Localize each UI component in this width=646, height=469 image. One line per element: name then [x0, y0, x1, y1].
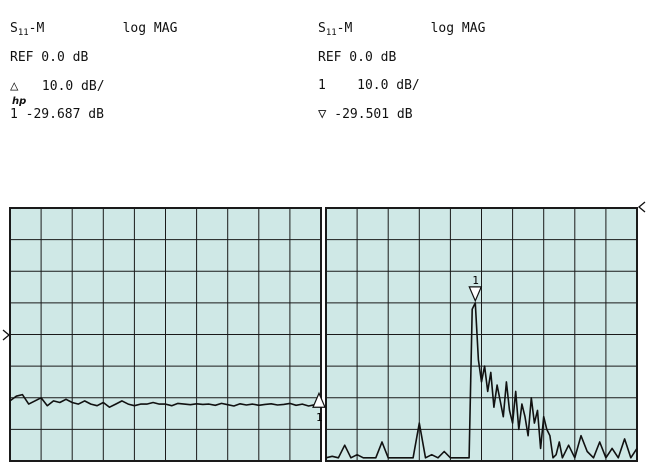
left-param-main: S	[10, 21, 18, 36]
right-param-suffix: -M	[336, 21, 353, 36]
left-marker-value: -29.687 dB	[25, 107, 104, 122]
right-scale: 10.0 dB/	[357, 78, 420, 93]
right-param-line: S11-M log MAG	[318, 21, 486, 39]
right-param-main: S	[318, 21, 326, 36]
left-param-sub: 11	[17, 28, 29, 38]
marker-1-left-label: 1	[316, 411, 323, 424]
right-param-sub: 11	[325, 28, 337, 38]
marker-1-left-icon	[312, 391, 326, 408]
trace-series-1	[9, 393, 322, 408]
marker-1-right-icon	[468, 286, 483, 303]
right-scale-line: 1 10.0 dB/	[318, 79, 485, 93]
ref-position-right-icon	[637, 201, 646, 213]
left-marker-line: 1 -29.687 dB	[10, 108, 177, 122]
marker-delta-icon: △	[10, 78, 19, 94]
ref-position-left-icon	[2, 329, 11, 341]
left-marker-num: 1	[10, 107, 18, 122]
right-format: log MAG	[430, 21, 486, 36]
left-param-suffix: -M	[28, 21, 45, 36]
right-marker-line: ▽ -29.501 dB	[318, 107, 485, 122]
right-marker-value: -29.501 dB	[334, 107, 413, 122]
marker-1-right-label: 1	[472, 274, 479, 287]
left-ref: REF 0.0 dB	[10, 50, 89, 65]
left-param-line: S11-M log MAG	[10, 21, 178, 39]
left-scale: 10.0 dB/	[41, 79, 105, 94]
left-format: log MAG	[122, 21, 178, 36]
right-header: S11-M log MAG REF 0.0 dB 1 10.0 dB/ ▽ -2…	[318, 8, 485, 136]
right-ref: REF 0.0 dB	[318, 50, 397, 65]
left-scale-line: △ 10.0 dB/	[10, 79, 177, 94]
trace-series-2	[325, 302, 638, 459]
marker-down-icon: ▽	[318, 106, 327, 122]
hp-logo: hp	[12, 96, 27, 107]
right-marker-num-small: 1	[318, 78, 326, 93]
left-header: S11-M log MAG REF 0.0 dB △ 10.0 dB/ 1 -2…	[10, 8, 177, 136]
